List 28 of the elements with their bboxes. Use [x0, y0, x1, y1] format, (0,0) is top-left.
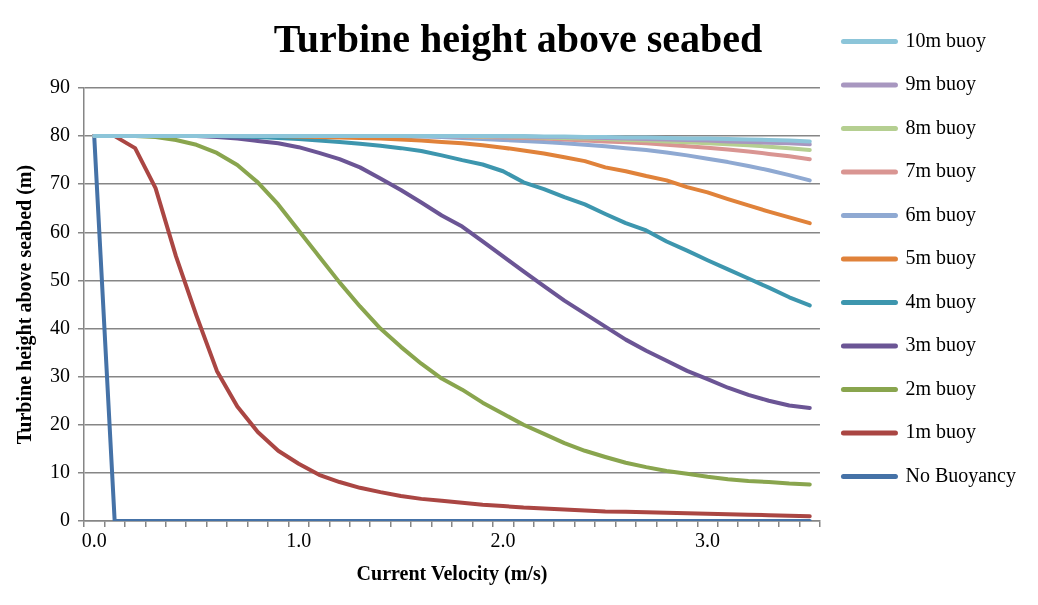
legend-label: No Buoyancy [905, 463, 1017, 487]
legend-label: 8m buoy [905, 115, 977, 139]
y-tick-label: 20 [50, 412, 70, 435]
y-tick-label: 10 [50, 460, 70, 483]
x-tick-label: 0.0 [81, 529, 107, 552]
y-tick-label: 30 [50, 363, 70, 386]
x-axis-title: Current Velocity (m/s) [356, 562, 548, 586]
x-tick-label: 2.0 [490, 529, 516, 552]
legend-label: 5m buoy [905, 246, 977, 270]
y-tick-label: 60 [50, 219, 70, 242]
legend-label: 6m buoy [905, 202, 977, 226]
legend-label: 9m buoy [905, 72, 977, 96]
y-tick-label: 50 [50, 267, 70, 290]
legend-label: 7m buoy [905, 159, 977, 183]
x-tick-label: 3.0 [695, 529, 721, 552]
legend-label: 1m buoy [905, 420, 977, 444]
y-tick-label: 0 [60, 508, 70, 531]
y-tick-label: 70 [50, 171, 70, 194]
legend-label: 2m buoy [905, 376, 977, 400]
legend-label: 10m buoy [905, 28, 987, 52]
y-tick-label: 40 [50, 315, 70, 338]
y-tick-label: 80 [50, 123, 70, 146]
legend-label: 4m buoy [905, 289, 977, 313]
x-tick-label: 1.0 [286, 529, 312, 552]
legend-label: 3m buoy [905, 333, 977, 357]
y-axis-title: Turbine height above seabed (m) [13, 164, 37, 445]
chart-title: Turbine height above seabed [273, 16, 763, 62]
y-tick-label: 90 [50, 75, 70, 98]
